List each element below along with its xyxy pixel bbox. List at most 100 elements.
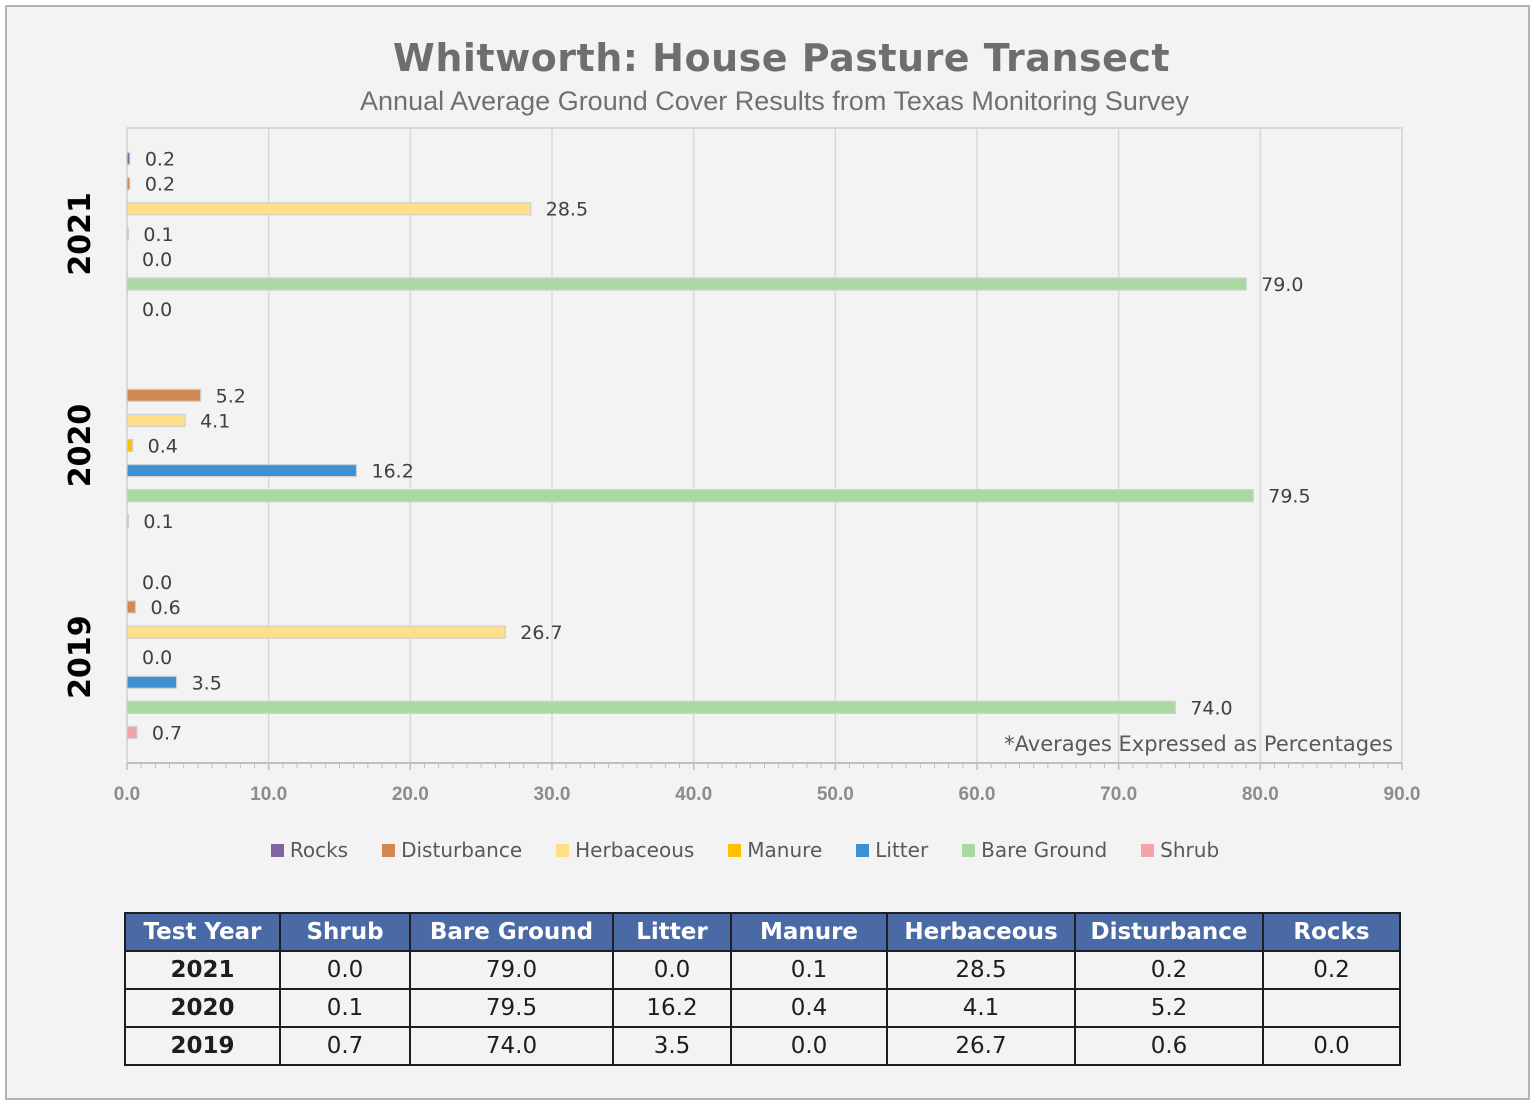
legend-label: Litter — [875, 838, 929, 862]
table-cell: 79.5 — [409, 988, 614, 1028]
x-tick-label: 30.0 — [534, 784, 571, 805]
table-cell-year: 2021 — [124, 950, 281, 990]
bar-herbaceous-2019 — [126, 625, 506, 639]
x-axis: 0.0 10.0 20.0 30.0 40.0 50.0 60.0 70.0 80.0 90.0 — [114, 762, 1421, 805]
chart-title: Whitworth: House Pasture Transect — [392, 36, 1171, 80]
header-manure: Manure — [730, 912, 888, 952]
legend: Rocks Disturbance Herbaceous Manure Litter Ba… — [0, 838, 1490, 862]
bar-rocks-2021 — [126, 151, 131, 166]
data-label-rocks-2019: 0.0 — [142, 572, 172, 594]
bar-disturbance-2021 — [126, 177, 131, 191]
table-cell: 0.0 — [279, 950, 411, 990]
legend-item-litter: Litter — [856, 838, 928, 862]
legend-swatch — [728, 843, 742, 857]
header-bare-ground: Bare Ground — [409, 912, 614, 952]
data-label-bare-ground-2019: 74.0 — [1190, 697, 1232, 719]
bar-chart: 0.2 0.2 28.5 0.1 0.0 79.0 0.0 5.2 4.1 0.4 16.2 79.5… — [63, 127, 1421, 805]
chart-subtitle: Annual Average Ground Cover Results from… — [360, 86, 1189, 116]
legend-swatch — [382, 843, 396, 857]
plot-area — [126, 127, 1403, 764]
legend-item-manure: Manure — [728, 838, 822, 862]
data-label-litter-2019: 3.5 — [192, 672, 222, 694]
x-tick-label: 90.0 — [1384, 784, 1421, 805]
data-label-litter-2020: 16.2 — [372, 461, 414, 483]
data-label-bare-ground-2020: 79.5 — [1268, 486, 1310, 508]
data-label-herbaceous-2020: 4.1 — [200, 410, 230, 432]
bar-shrub-2019 — [126, 725, 138, 740]
legend-label: Shrub — [1160, 838, 1220, 862]
legend-item-herbaceous: Herbaceous — [556, 838, 694, 862]
data-label-manure-2019: 0.0 — [142, 647, 172, 669]
legend-label: Bare Ground — [981, 838, 1108, 862]
table-row: 2019 0.7 74.0 3.5 0.0 26.7 0.6 0.0 — [124, 1026, 1401, 1066]
data-label-manure-2021: 0.1 — [143, 224, 173, 246]
legend-item-bare-ground: Bare Ground — [962, 838, 1107, 862]
table-cell: 0.0 — [1262, 1026, 1401, 1066]
table-row: 2021 0.0 79.0 0.0 0.1 28.5 0.2 0.2 — [124, 950, 1401, 990]
legend-label: Rocks — [289, 838, 349, 862]
table-cell: 28.5 — [886, 950, 1076, 990]
x-tick-label: 60.0 — [959, 784, 996, 805]
table-cell: 26.7 — [886, 1026, 1076, 1066]
header-herbaceous: Herbaceous — [886, 912, 1076, 952]
legend-label: Manure — [747, 838, 823, 862]
x-tick-label: 80.0 — [1242, 784, 1279, 805]
legend-item-disturbance: Disturbance — [382, 838, 522, 862]
bar-herbaceous-2021 — [126, 202, 532, 216]
legend-swatch — [1141, 843, 1155, 857]
table-cell: 3.5 — [612, 1026, 732, 1066]
table-cell: 0.1 — [730, 950, 888, 990]
header-litter: Litter — [612, 912, 732, 952]
table-cell: 0.6 — [1074, 1026, 1264, 1066]
data-labels: 0.2 0.2 28.5 0.1 0.0 79.0 0.0 5.2 4.1 0.4 16.2 79.5… — [142, 149, 1311, 745]
legend-item-rocks: Rocks — [270, 838, 349, 862]
bar-manure-2020 — [126, 438, 134, 453]
bar-litter-2020 — [126, 464, 358, 478]
legend-swatch — [270, 843, 284, 857]
bar-disturbance-2019 — [126, 600, 137, 614]
table-cell-year: 2019 — [124, 1026, 281, 1066]
header-disturbance: Disturbance — [1074, 912, 1264, 952]
data-label-herbaceous-2021: 28.5 — [546, 199, 588, 221]
bars — [126, 151, 1254, 740]
legend-swatch — [556, 843, 570, 857]
table-header-row: Test Year Shrub Bare Ground Litter Manur… — [124, 912, 1401, 952]
x-tick-label: 0.0 — [114, 784, 140, 805]
bar-bare-ground-2019 — [126, 700, 1176, 714]
table-cell-year: 2020 — [124, 988, 281, 1028]
legend-label: Herbaceous — [575, 838, 695, 862]
legend-swatch — [856, 843, 870, 857]
data-label-shrub-2020: 0.1 — [143, 511, 173, 533]
bar-litter-2019 — [126, 675, 178, 689]
table-cell: 0.7 — [279, 1026, 411, 1066]
bar-herbaceous-2020 — [126, 413, 186, 427]
legend-label: Disturbance — [401, 838, 523, 862]
table-cell: 0.4 — [730, 988, 888, 1028]
table-cell: 0.0 — [612, 950, 732, 990]
bar-bare-ground-2021 — [126, 277, 1247, 291]
data-label-disturbance-2019: 0.6 — [151, 597, 181, 619]
x-tick-label: 40.0 — [675, 784, 712, 805]
table-cell: 79.0 — [409, 950, 614, 990]
header-test-year: Test Year — [124, 912, 281, 952]
legend-swatch — [962, 843, 976, 857]
bar-shrub-2020 — [126, 514, 130, 528]
x-tick-label: 20.0 — [392, 784, 429, 805]
bar-disturbance-2020 — [126, 388, 202, 402]
grid-lines — [267, 128, 1403, 763]
table-cell: 16.2 — [612, 988, 732, 1028]
data-label-herbaceous-2019: 26.7 — [520, 622, 562, 644]
table-cell: 0.2 — [1262, 950, 1401, 990]
x-tick-label: 50.0 — [817, 784, 854, 805]
data-label-bare-ground-2021: 79.0 — [1261, 274, 1303, 296]
table-row: 2020 0.1 79.5 16.2 0.4 4.1 5.2 — [124, 988, 1401, 1028]
table-cell: 0.0 — [730, 1026, 888, 1066]
category-label-2019: 2019 — [63, 615, 98, 699]
header-shrub: Shrub — [279, 912, 411, 952]
data-table: Test Year Shrub Bare Ground Litter Manur… — [124, 912, 1401, 1066]
bar-manure-2021 — [126, 227, 130, 241]
table-cell: 0.1 — [279, 988, 411, 1028]
table-cell: 0.2 — [1074, 950, 1264, 990]
category-label-2020: 2020 — [63, 404, 98, 488]
x-tick-label: 70.0 — [1100, 784, 1137, 805]
